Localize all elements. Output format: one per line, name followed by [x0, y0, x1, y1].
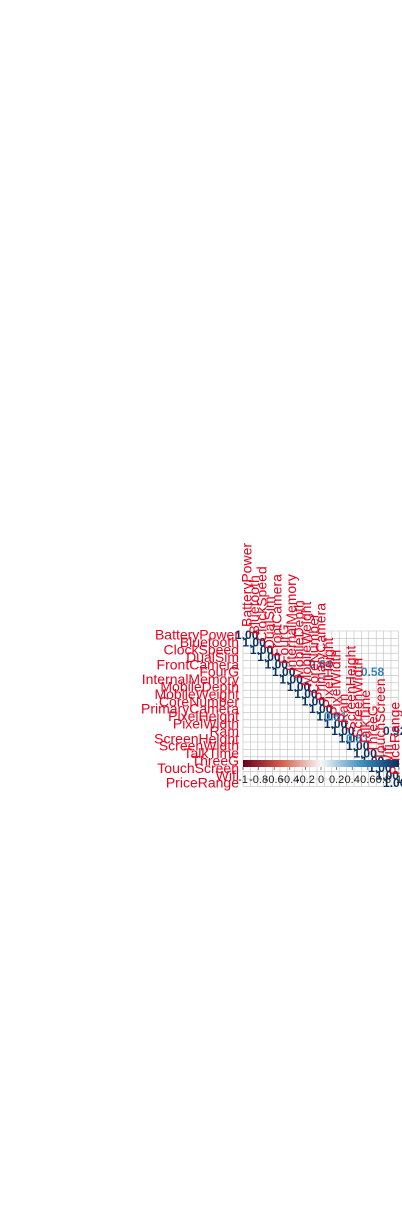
row-label-mobileweight: MobileWeight — [154, 686, 239, 702]
colorbar-tick-label: -0.2 — [296, 774, 315, 786]
diagonal-value-mobiledepth: 1.00 — [287, 680, 311, 694]
correlation-value-fourg-threeg: 0.58 — [361, 665, 385, 679]
diagonal-value-frontcamera: 1.00 — [265, 658, 289, 672]
diagonal-value-wifi: 1.00 — [376, 769, 400, 783]
row-label-threeg: ThreeG — [192, 753, 239, 769]
row-label-screenwidth: ScreenWidth — [159, 738, 239, 754]
row-label-pricerange: PriceRange — [166, 775, 239, 791]
colorbar-tick-label: -0.6 — [265, 774, 284, 786]
diagonal-value-fourg: 1.00 — [272, 665, 296, 679]
colorbar-tick-label: 0.8 — [376, 774, 391, 786]
column-label-threeg: ThreeG — [365, 705, 381, 752]
column-label-mobiledepth: MobileDepth — [291, 600, 307, 679]
colorbar-tick-label: 0.6 — [360, 774, 375, 786]
colorbar-tick-label: -1 — [238, 774, 248, 786]
column-label-pricerange: PriceRange — [387, 702, 402, 775]
row-label-fourg: FourG — [199, 664, 239, 680]
row-label-bluetooth: Bluetooth — [180, 634, 239, 650]
row-label-pixelwidth: PixelWidth — [173, 716, 239, 732]
correlation-value-screenheight-screenwidth: 0.51 — [346, 732, 370, 746]
row-label-ram: Ram — [209, 723, 239, 739]
row-label-clockspeed: ClockSpeed — [164, 642, 240, 658]
row-label-primarycamera: PrimaryCamera — [141, 701, 239, 717]
diagonal-value-corenumber: 1.00 — [302, 695, 326, 709]
colorbar-tick-label: 0.2 — [329, 774, 344, 786]
column-label-bluetooth: Bluetooth — [246, 575, 262, 634]
diagonal-value-ram: 1.00 — [331, 724, 355, 738]
diagonal-value-pixelwidth: 1.00 — [324, 717, 348, 731]
diagonal-value-clockspeed: 1.00 — [250, 643, 274, 657]
colorbar-tick-label: 0 — [318, 774, 324, 786]
row-label-pixelheight: PixelHeight — [168, 708, 239, 724]
colorbar-gradient — [243, 760, 399, 767]
column-label-ram: Ram — [335, 694, 351, 724]
column-label-dualsim: DualSim — [261, 596, 277, 649]
row-labels: BatteryPowerBluetoothClockSpeedDualSimFr… — [141, 627, 239, 791]
colorbar-tick-label: -0.8 — [249, 774, 268, 786]
correlation-value-ram-pricerange: 0.92 — [383, 724, 402, 738]
row-label-batterypower: BatteryPower — [155, 627, 239, 643]
diagonal-value-bluetooth: 1.00 — [242, 635, 266, 649]
diagonal-value-pixelheight: 1.00 — [316, 709, 340, 723]
column-label-screenwidth: ScreenWidth — [350, 658, 366, 738]
diagonal-value-batterypower: 1.00 — [235, 628, 259, 642]
diagonal-value-screenheight: 1.00 — [339, 732, 363, 746]
row-label-mobiledepth: MobileDepth — [160, 679, 239, 695]
row-label-wifi: Wifi — [216, 767, 239, 783]
column-label-fourg: FourG — [276, 624, 292, 664]
correlation-value-frontcamera-primarycamera: 0.64 — [309, 658, 333, 672]
diagonal-value-primarycamera: 1.00 — [309, 702, 333, 716]
colorbar-tick-label: 0.4 — [345, 774, 360, 786]
diagonal-value-mobileweight: 1.00 — [294, 687, 318, 701]
row-label-internalmemory: InternalMemory — [142, 671, 239, 687]
correlation-value-pixelheight-pixelwidth: 0.51 — [324, 709, 348, 723]
row-label-corenumber: CoreNumber — [159, 693, 239, 709]
column-label-clockspeed: ClockSpeed — [254, 566, 270, 642]
column-label-frontcamera: FrontCamera — [268, 574, 284, 657]
diagonal-value-dualsim: 1.00 — [257, 650, 281, 664]
column-label-mobileweight: MobileWeight — [298, 602, 314, 687]
diagonal-value-internalmemory: 1.00 — [279, 672, 303, 686]
row-label-touchscreen: TouchScreen — [157, 760, 239, 776]
colorbar-tick-label: -0.4 — [280, 774, 299, 786]
column-label-screenheight: ScreenHeight — [342, 646, 358, 731]
colorbar: -1 -0.8-0.6-0.4-0.2 0 0.2 0.4 0.6 0.8 1 — [238, 760, 402, 786]
row-label-talktime: TalkTime — [184, 745, 240, 761]
diagonal-value-talktime: 1.00 — [353, 746, 377, 760]
column-label-corenumber: CoreNumber — [305, 613, 321, 693]
diagonal-value-screenwidth: 1.00 — [346, 739, 370, 753]
row-label-screenheight: ScreenHeight — [154, 730, 239, 746]
column-label-batterypower: BatteryPower — [239, 543, 255, 627]
column-label-pixelheight: PixelHeight — [320, 637, 336, 708]
column-label-primarycamera: PrimaryCamera — [313, 603, 329, 701]
column-label-talktime: TalkTime — [357, 690, 373, 746]
colorbar-tick-label: 1 — [396, 774, 402, 786]
column-label-touchscreen: TouchScreen — [372, 678, 388, 760]
column-label-pixelwidth: PixelWidth — [328, 650, 344, 716]
column-label-internalmemory: InternalMemory — [283, 574, 299, 671]
row-label-dualsim: DualSim — [186, 649, 239, 665]
diagonal-value-pricerange: 1.00 — [383, 776, 402, 790]
column-labels: BatteryPowerBluetoothClockSpeedDualSimFr… — [239, 543, 402, 775]
row-label-frontcamera: FrontCamera — [157, 656, 240, 672]
